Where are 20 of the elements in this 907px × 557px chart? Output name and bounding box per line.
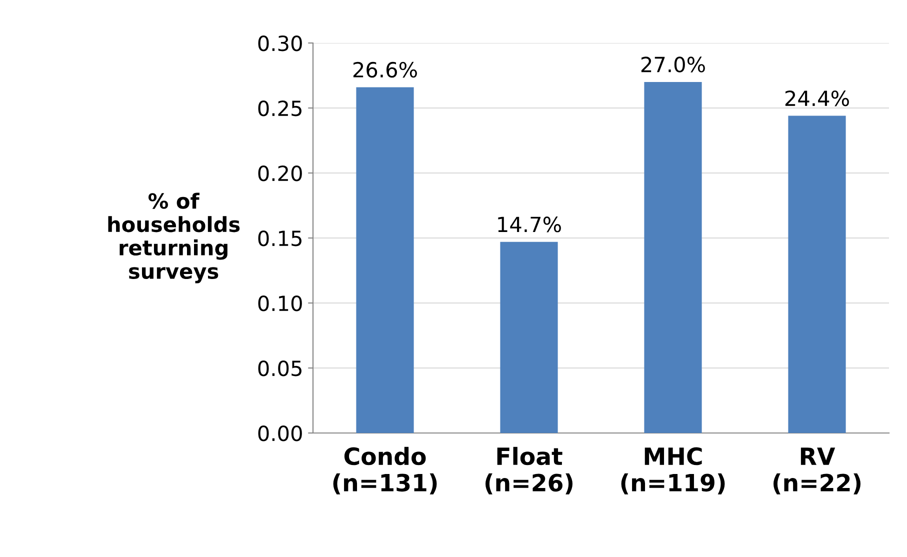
data-label: 24.4% (785, 90, 849, 106)
bar (644, 82, 702, 433)
bar (788, 116, 846, 433)
data-label: 27.0% (641, 56, 705, 72)
data-label: 26.6% (353, 62, 417, 78)
y-tick-label: 0.15 (258, 230, 302, 246)
y-axis-title: % of households returning surveys (108, 192, 240, 284)
bar (356, 87, 414, 433)
y-tick-label: 0.20 (258, 165, 302, 182)
y-tick-label: 0.10 (258, 295, 302, 312)
x-tick-label: Condo (n=131) (333, 446, 437, 494)
y-tick-label: 0.25 (258, 100, 302, 116)
x-tick-label: RV (n=22) (774, 448, 860, 494)
y-tick-label: 0.05 (258, 360, 302, 376)
y-tick-label: 0.00 (258, 425, 302, 442)
x-tick-label: MHC (n=119) (621, 447, 725, 494)
x-tick-label: Float (n=26) (486, 446, 572, 494)
y-tick-label: 0.30 (258, 35, 302, 52)
data-label: 14.7% (498, 216, 561, 232)
bar (500, 242, 558, 433)
